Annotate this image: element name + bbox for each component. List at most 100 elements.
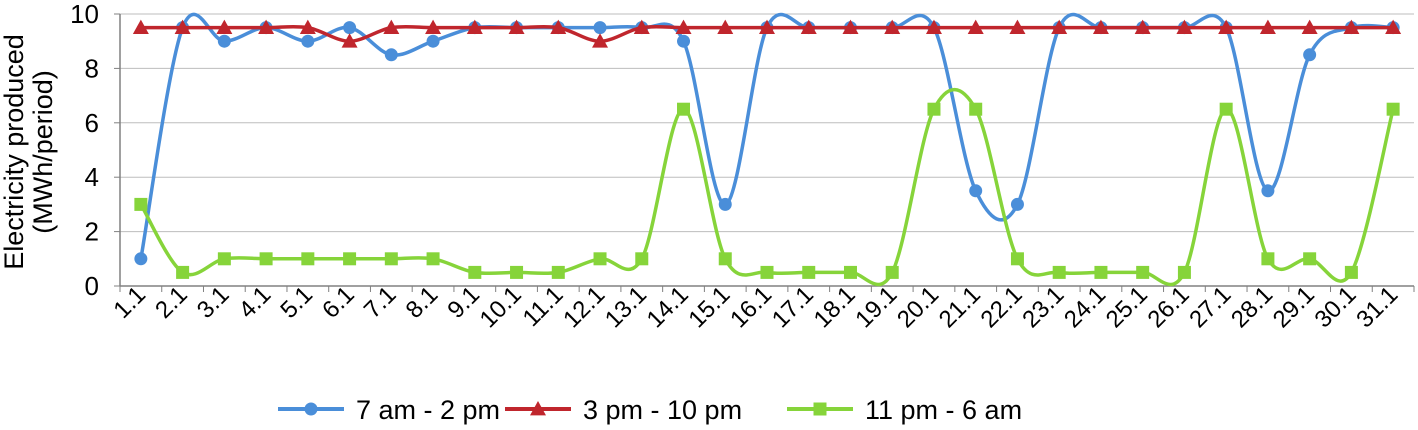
series-triangle xyxy=(132,19,1402,48)
data-point xyxy=(1134,19,1151,34)
data-point xyxy=(1092,19,1109,34)
legend-marker xyxy=(530,401,546,416)
x-tick-label: 28.1 xyxy=(1226,281,1278,333)
series-layer xyxy=(132,12,1402,287)
data-point xyxy=(466,19,483,34)
data-point xyxy=(885,265,899,279)
x-tick-label: 13.1 xyxy=(600,281,652,333)
data-point xyxy=(426,34,440,48)
data-point xyxy=(551,265,565,279)
data-point xyxy=(1386,102,1400,116)
x-tick-label: 23.1 xyxy=(1017,281,1069,333)
data-point xyxy=(217,252,231,266)
data-point xyxy=(1009,19,1026,34)
data-point xyxy=(1259,19,1276,34)
x-tick-label: 4.1 xyxy=(234,281,277,324)
data-point xyxy=(468,265,482,279)
x-tick-label: 11.1 xyxy=(518,281,569,332)
x-tick-label: 2.1 xyxy=(150,281,193,324)
data-point xyxy=(925,19,942,34)
x-tick-label: 5.1 xyxy=(275,281,318,324)
data-point xyxy=(1176,19,1193,34)
x-tick-label: 27.1 xyxy=(1184,281,1236,333)
series-line xyxy=(139,88,1395,287)
x-tick-label: 30.1 xyxy=(1310,281,1362,333)
legend-label: 11 pm - 6 am xyxy=(865,395,1022,425)
data-point xyxy=(134,252,148,266)
data-point xyxy=(1303,48,1317,62)
data-point xyxy=(134,197,148,211)
data-point xyxy=(1177,265,1191,279)
data-point xyxy=(969,102,983,116)
legend-marker xyxy=(304,402,318,416)
x-tick-label: 21.1 xyxy=(934,281,986,333)
data-point xyxy=(508,19,525,34)
data-point xyxy=(301,252,315,266)
x-tick-label: 14.1 xyxy=(642,281,694,333)
data-point xyxy=(717,19,734,34)
x-tick-label: 8.1 xyxy=(401,281,444,324)
data-point xyxy=(1261,252,1275,266)
data-point xyxy=(718,197,732,211)
data-point xyxy=(1261,184,1275,198)
x-tick-label: 19.1 xyxy=(850,281,902,333)
y-axis-label: Electricity produced xyxy=(0,34,29,270)
x-tick-label: 24.1 xyxy=(1059,281,1111,333)
data-point xyxy=(299,19,316,34)
x-tick-label: 31.1 xyxy=(1351,281,1403,333)
data-point xyxy=(1052,265,1066,279)
data-point xyxy=(593,252,607,266)
data-point xyxy=(1219,102,1233,116)
legend-label: 7 am - 2 pm xyxy=(356,395,500,425)
data-point xyxy=(176,265,190,279)
data-point xyxy=(384,48,398,62)
x-tick-label: 17.1 xyxy=(767,281,819,333)
data-point xyxy=(301,34,315,48)
series-line xyxy=(139,12,1394,260)
x-tick-label: 16.1 xyxy=(725,281,777,333)
x-tick-label: 25.1 xyxy=(1101,281,1153,333)
data-point xyxy=(341,33,358,48)
x-tick-label: 22.1 xyxy=(976,281,1028,333)
data-point xyxy=(217,34,231,48)
data-point xyxy=(675,19,692,34)
legend-label: 3 pm - 10 pm xyxy=(583,395,742,425)
data-point xyxy=(969,184,983,198)
data-point xyxy=(760,265,774,279)
data-point xyxy=(425,19,442,34)
data-point xyxy=(383,19,400,34)
y-tick-label: 2 xyxy=(85,217,99,247)
data-point xyxy=(258,19,275,34)
data-point xyxy=(677,102,691,116)
y-tick-label: 6 xyxy=(85,108,99,138)
x-tick-label: 7.1 xyxy=(359,281,402,324)
x-tick-label: 3.1 xyxy=(192,281,235,324)
data-point xyxy=(927,102,941,116)
y-tick-label: 10 xyxy=(70,0,99,29)
data-point xyxy=(259,252,273,266)
x-tick-label: 10.1 xyxy=(475,281,527,333)
series-circle xyxy=(134,12,1400,266)
data-point xyxy=(759,19,775,34)
data-point xyxy=(967,19,984,34)
legend-item: 11 pm - 6 am xyxy=(787,395,1022,425)
data-point xyxy=(510,265,524,279)
data-point xyxy=(426,252,440,266)
x-tick-label: 1.1 xyxy=(108,281,151,324)
data-point xyxy=(216,19,233,34)
y-tick-label: 8 xyxy=(85,53,99,83)
data-point xyxy=(132,19,149,34)
data-point xyxy=(1343,19,1360,34)
y-axis-label-unit: (MWh/period) xyxy=(28,70,58,234)
data-point xyxy=(550,19,567,34)
data-point xyxy=(1385,19,1402,34)
data-point xyxy=(677,34,691,48)
data-point xyxy=(1303,252,1317,266)
legend: 7 am - 2 pm 3 pm - 10 pm 11 pm - 6 am xyxy=(278,395,1022,425)
data-point xyxy=(1301,19,1318,34)
data-point xyxy=(802,265,816,279)
y-tick-label: 0 xyxy=(85,271,99,301)
